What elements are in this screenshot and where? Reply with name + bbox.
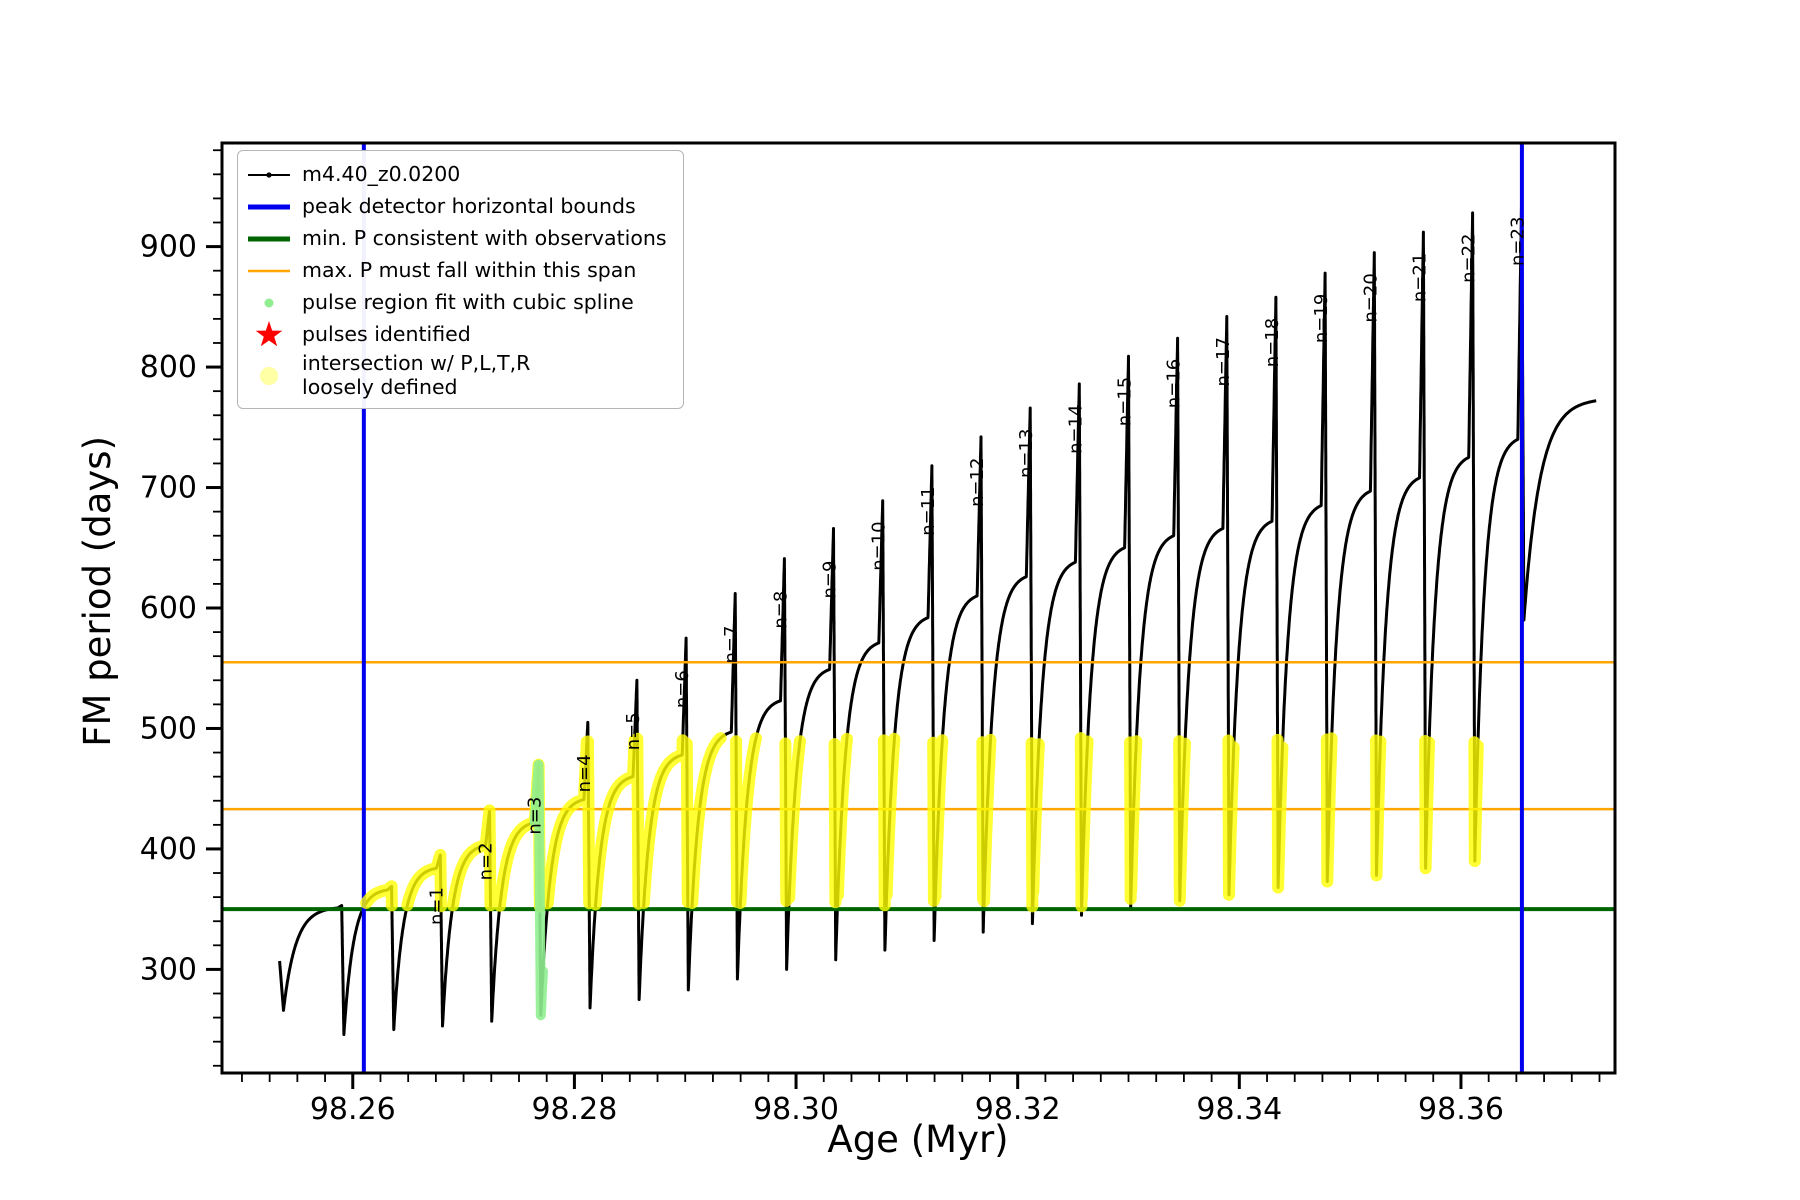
spline-dot-icon bbox=[264, 298, 274, 307]
legend-item-min-p: min. P consistent with observations bbox=[246, 223, 667, 254]
pulse-label: n=14 bbox=[1065, 404, 1086, 453]
x-tick-label: 98.32 bbox=[975, 1092, 1061, 1127]
x-axis-label: Age (Myr) bbox=[827, 1118, 1009, 1161]
y-tick-label: 700 bbox=[140, 471, 197, 506]
legend-item-pulses: pulses identified bbox=[246, 319, 667, 351]
pulse-label: n=21 bbox=[1409, 253, 1430, 302]
pulse-label: n=9 bbox=[820, 561, 841, 599]
x-tick-label: 98.26 bbox=[310, 1092, 396, 1127]
legend: m4.40_z0.0200 peak detector horizontal b… bbox=[237, 150, 684, 409]
legend-label: pulses identified bbox=[302, 322, 471, 347]
legend-label: min. P consistent with observations bbox=[302, 225, 667, 250]
pulse-label: n=8 bbox=[770, 591, 791, 629]
y-tick-label: 300 bbox=[140, 952, 197, 987]
pulse-label: n=19 bbox=[1311, 294, 1332, 343]
pulse-label: n=2 bbox=[476, 842, 497, 880]
legend-label: max. P must fall within this span bbox=[302, 257, 637, 282]
pulse-label: n=1 bbox=[426, 887, 447, 925]
x-tick-label: 98.34 bbox=[1196, 1092, 1282, 1127]
legend-item-intersection: intersection w/ P,L,T,R loosely defined bbox=[246, 352, 667, 400]
max-p-line-icon bbox=[248, 269, 290, 272]
pulse-star-icon bbox=[255, 321, 283, 347]
legend-item-max-p: max. P must fall within this span bbox=[246, 255, 667, 286]
x-tick-label: 98.36 bbox=[1418, 1092, 1504, 1127]
pulse-label: n=4 bbox=[574, 754, 595, 792]
min-p-line-icon bbox=[248, 236, 290, 241]
y-tick-label: 900 bbox=[140, 230, 197, 265]
legend-label: intersection w/ P,L,T,R bbox=[302, 351, 531, 376]
legend-label: pulse region fit with cubic spline bbox=[302, 289, 634, 314]
y-axis-label: FM period (days) bbox=[76, 436, 119, 747]
intersection-dot-icon bbox=[260, 367, 278, 385]
green-spline-overlay bbox=[529, 759, 548, 1021]
y-tick-label: 800 bbox=[140, 350, 197, 385]
pulse-label: n=6 bbox=[672, 670, 693, 708]
pulse-label: n=20 bbox=[1360, 273, 1381, 322]
y-tick-label: 400 bbox=[140, 832, 197, 867]
pulse-label: n=18 bbox=[1262, 318, 1283, 367]
legend-item-series: m4.40_z0.0200 bbox=[246, 159, 667, 190]
pulse-labels: n=1 n=2 n=3 n=4 n=5 n=6 n=7 n=8 n=9 n=10 n=11 n=12 n… bbox=[426, 217, 1528, 925]
pulse-label: n=5 bbox=[623, 712, 644, 750]
axis-ticks: 98.26 98.28 98.30 98.32 98.34 98.36 300 400 500 6… bbox=[140, 149, 1601, 1127]
pulse-label: n=11 bbox=[918, 486, 939, 535]
pulse-label: n=23 bbox=[1508, 217, 1529, 266]
legend-label-line2: loosely defined bbox=[302, 375, 458, 399]
y-tick-label: 600 bbox=[140, 591, 197, 626]
pulse-label: n=16 bbox=[1164, 359, 1185, 408]
legend-item-pulse-region: pulse region fit with cubic spline bbox=[246, 287, 667, 318]
legend-label: m4.40_z0.0200 bbox=[302, 161, 461, 186]
plot-area bbox=[222, 143, 1615, 1073]
series-line-icon bbox=[248, 171, 290, 178]
pulse-label: n=22 bbox=[1459, 233, 1480, 282]
pulse-label: n=13 bbox=[1016, 429, 1037, 478]
x-tick-label: 98.28 bbox=[531, 1092, 617, 1127]
peak-bounds-line-icon bbox=[248, 204, 290, 209]
legend-label: peak detector horizontal bounds bbox=[302, 193, 636, 218]
pulse-label: n=7 bbox=[721, 626, 742, 664]
x-tick-label: 98.30 bbox=[753, 1092, 839, 1127]
pulse-label: n=17 bbox=[1213, 337, 1234, 386]
yellow-intersection-overlay bbox=[360, 732, 1484, 913]
y-tick-label: 500 bbox=[140, 711, 197, 746]
pulse-label: n=15 bbox=[1115, 377, 1136, 426]
pulse-label: n=10 bbox=[869, 521, 890, 570]
pulse-label: n=3 bbox=[525, 797, 546, 835]
pulse-label: n=12 bbox=[967, 457, 988, 506]
legend-item-peak-bounds: peak detector horizontal bounds bbox=[246, 191, 667, 222]
